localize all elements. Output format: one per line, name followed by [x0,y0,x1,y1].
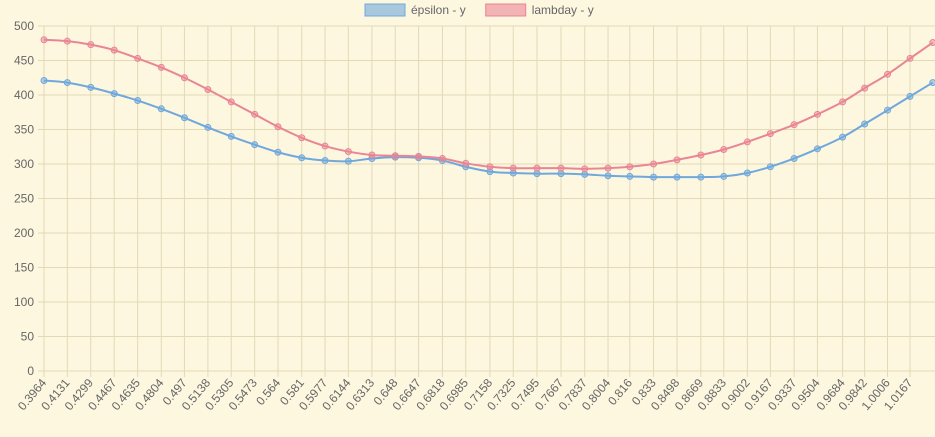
y-tick-label: 350 [14,123,34,137]
data-point [87,83,95,91]
data-point [462,159,470,167]
y-tick-label: 450 [14,54,34,68]
data-point [415,152,423,160]
y-tick-label: 250 [14,192,34,206]
y-tick-label: 150 [14,261,34,275]
data-point [861,84,869,92]
data-point [861,120,869,128]
data-point [63,79,71,87]
data-point [157,105,165,113]
data-point [743,169,751,177]
data-point [204,85,212,93]
data-point [157,63,165,71]
data-point [486,163,494,171]
data-point [929,39,935,47]
data-point [321,142,329,150]
data-point [790,121,798,129]
data-point [180,114,188,122]
data-point [884,70,892,78]
legend-label: épsilon - y [411,3,466,17]
data-point [274,148,282,156]
data-point [697,151,705,159]
data-point [720,172,728,180]
data-point [743,138,751,146]
data-point [298,154,306,162]
data-point [766,130,774,138]
data-point [839,98,847,106]
data-point [368,151,376,159]
data-point [604,164,612,172]
data-point [110,46,118,54]
y-tick-label: 50 [21,330,35,344]
data-point [906,92,914,100]
data-point [204,123,212,131]
series-line [43,38,934,170]
y-tick-label: 0 [27,364,34,378]
data-point [227,132,235,140]
data-point [344,148,352,156]
data-point [626,172,634,180]
data-point [321,157,329,165]
data-point [251,141,259,149]
y-tick-label: 300 [14,157,34,171]
y-tick-label: 500 [14,19,34,33]
x-tick-label: 0.816 [605,376,635,408]
data-point [180,74,188,82]
data-point [40,36,48,44]
legend-swatch [364,3,406,17]
data-point [227,98,235,106]
y-tick-label: 200 [14,226,34,240]
x-tick-label: 0.564 [253,376,283,408]
data-point [813,110,821,118]
data-point [251,110,259,118]
data-point [344,157,352,165]
data-point [533,164,541,172]
data-point [63,37,71,45]
data-point [650,160,658,168]
data-point [906,54,914,62]
legend-swatch [485,3,527,17]
data-point [673,173,681,181]
data-point [134,54,142,62]
data-point [790,154,798,162]
data-point [650,173,658,181]
data-point [929,79,935,87]
legend: épsilon - y lambday - y [364,3,594,17]
y-tick-label: 100 [14,295,34,309]
data-point [557,164,565,172]
data-point [581,165,589,173]
data-point [884,106,892,114]
data-point [604,172,612,180]
data-point [839,133,847,141]
data-point [40,77,48,85]
data-point [438,154,446,162]
data-point [87,41,95,49]
data-point [134,97,142,105]
data-point [509,164,517,172]
y-tick-label: 400 [14,88,34,102]
legend-label: lambday - y [532,3,594,17]
data-point [766,163,774,171]
data-point [813,145,821,153]
data-point [110,90,118,98]
data-point [626,163,634,171]
data-point [298,134,306,142]
data-point [274,123,282,131]
data-point [673,156,681,164]
data-point [697,173,705,181]
data-point [391,152,399,160]
data-point [720,146,728,154]
